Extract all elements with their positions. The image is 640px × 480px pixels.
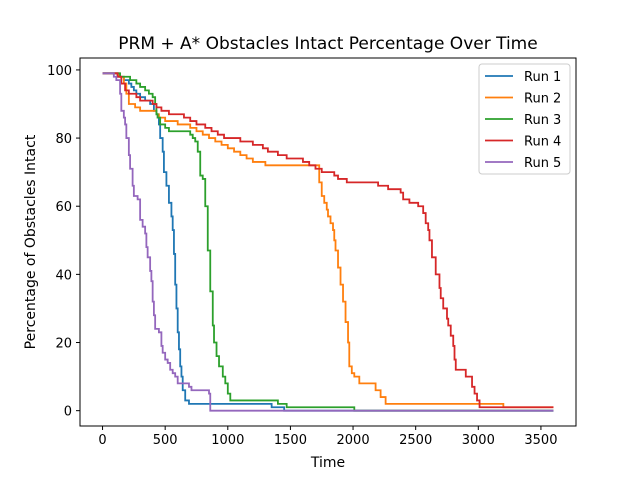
- y-tick-label: 0: [64, 405, 72, 420]
- chart-title: PRM + A* Obstacles Intact Percentage Ove…: [118, 34, 537, 54]
- legend-label: Run 5: [524, 156, 561, 171]
- legend-label: Run 3: [524, 113, 561, 128]
- series-line-run-3: [102, 72, 554, 412]
- y-axis: 0 20 40 60 80 100: [47, 64, 80, 420]
- x-tick-label: 2000: [337, 433, 370, 448]
- legend-label: Run 2: [524, 92, 561, 107]
- y-tick-label: 100: [47, 64, 72, 79]
- x-tick-label: 3500: [524, 433, 557, 448]
- x-tick-label: 0: [98, 433, 106, 448]
- x-tick-label: 2500: [399, 433, 432, 448]
- legend-label: Run 1: [524, 70, 561, 85]
- x-tick-label: 1500: [274, 433, 307, 448]
- series-line-run-4: [102, 72, 554, 409]
- series-line-run-5: [102, 72, 554, 412]
- legend: Run 1 Run 2 Run 3 Run 4 Run 5: [478, 63, 571, 175]
- y-axis-label: Percentage of Obstacles Intact: [23, 134, 39, 349]
- x-axis: 0 500 1000 1500 2000 2500 3000 3500: [98, 426, 557, 448]
- series-lines: [102, 72, 554, 412]
- x-tick-label: 500: [153, 433, 178, 448]
- series-line-run-1: [102, 72, 554, 412]
- x-axis-label: Time: [310, 455, 345, 471]
- y-tick-label: 60: [55, 200, 72, 215]
- legend-label: Run 4: [524, 135, 561, 150]
- y-tick-label: 20: [55, 337, 72, 352]
- legend-box: [478, 63, 571, 175]
- y-tick-label: 80: [55, 132, 72, 147]
- x-tick-label: 3000: [462, 433, 495, 448]
- x-tick-label: 1000: [211, 433, 244, 448]
- y-tick-label: 40: [55, 268, 72, 283]
- plot-frame: [79, 57, 577, 427]
